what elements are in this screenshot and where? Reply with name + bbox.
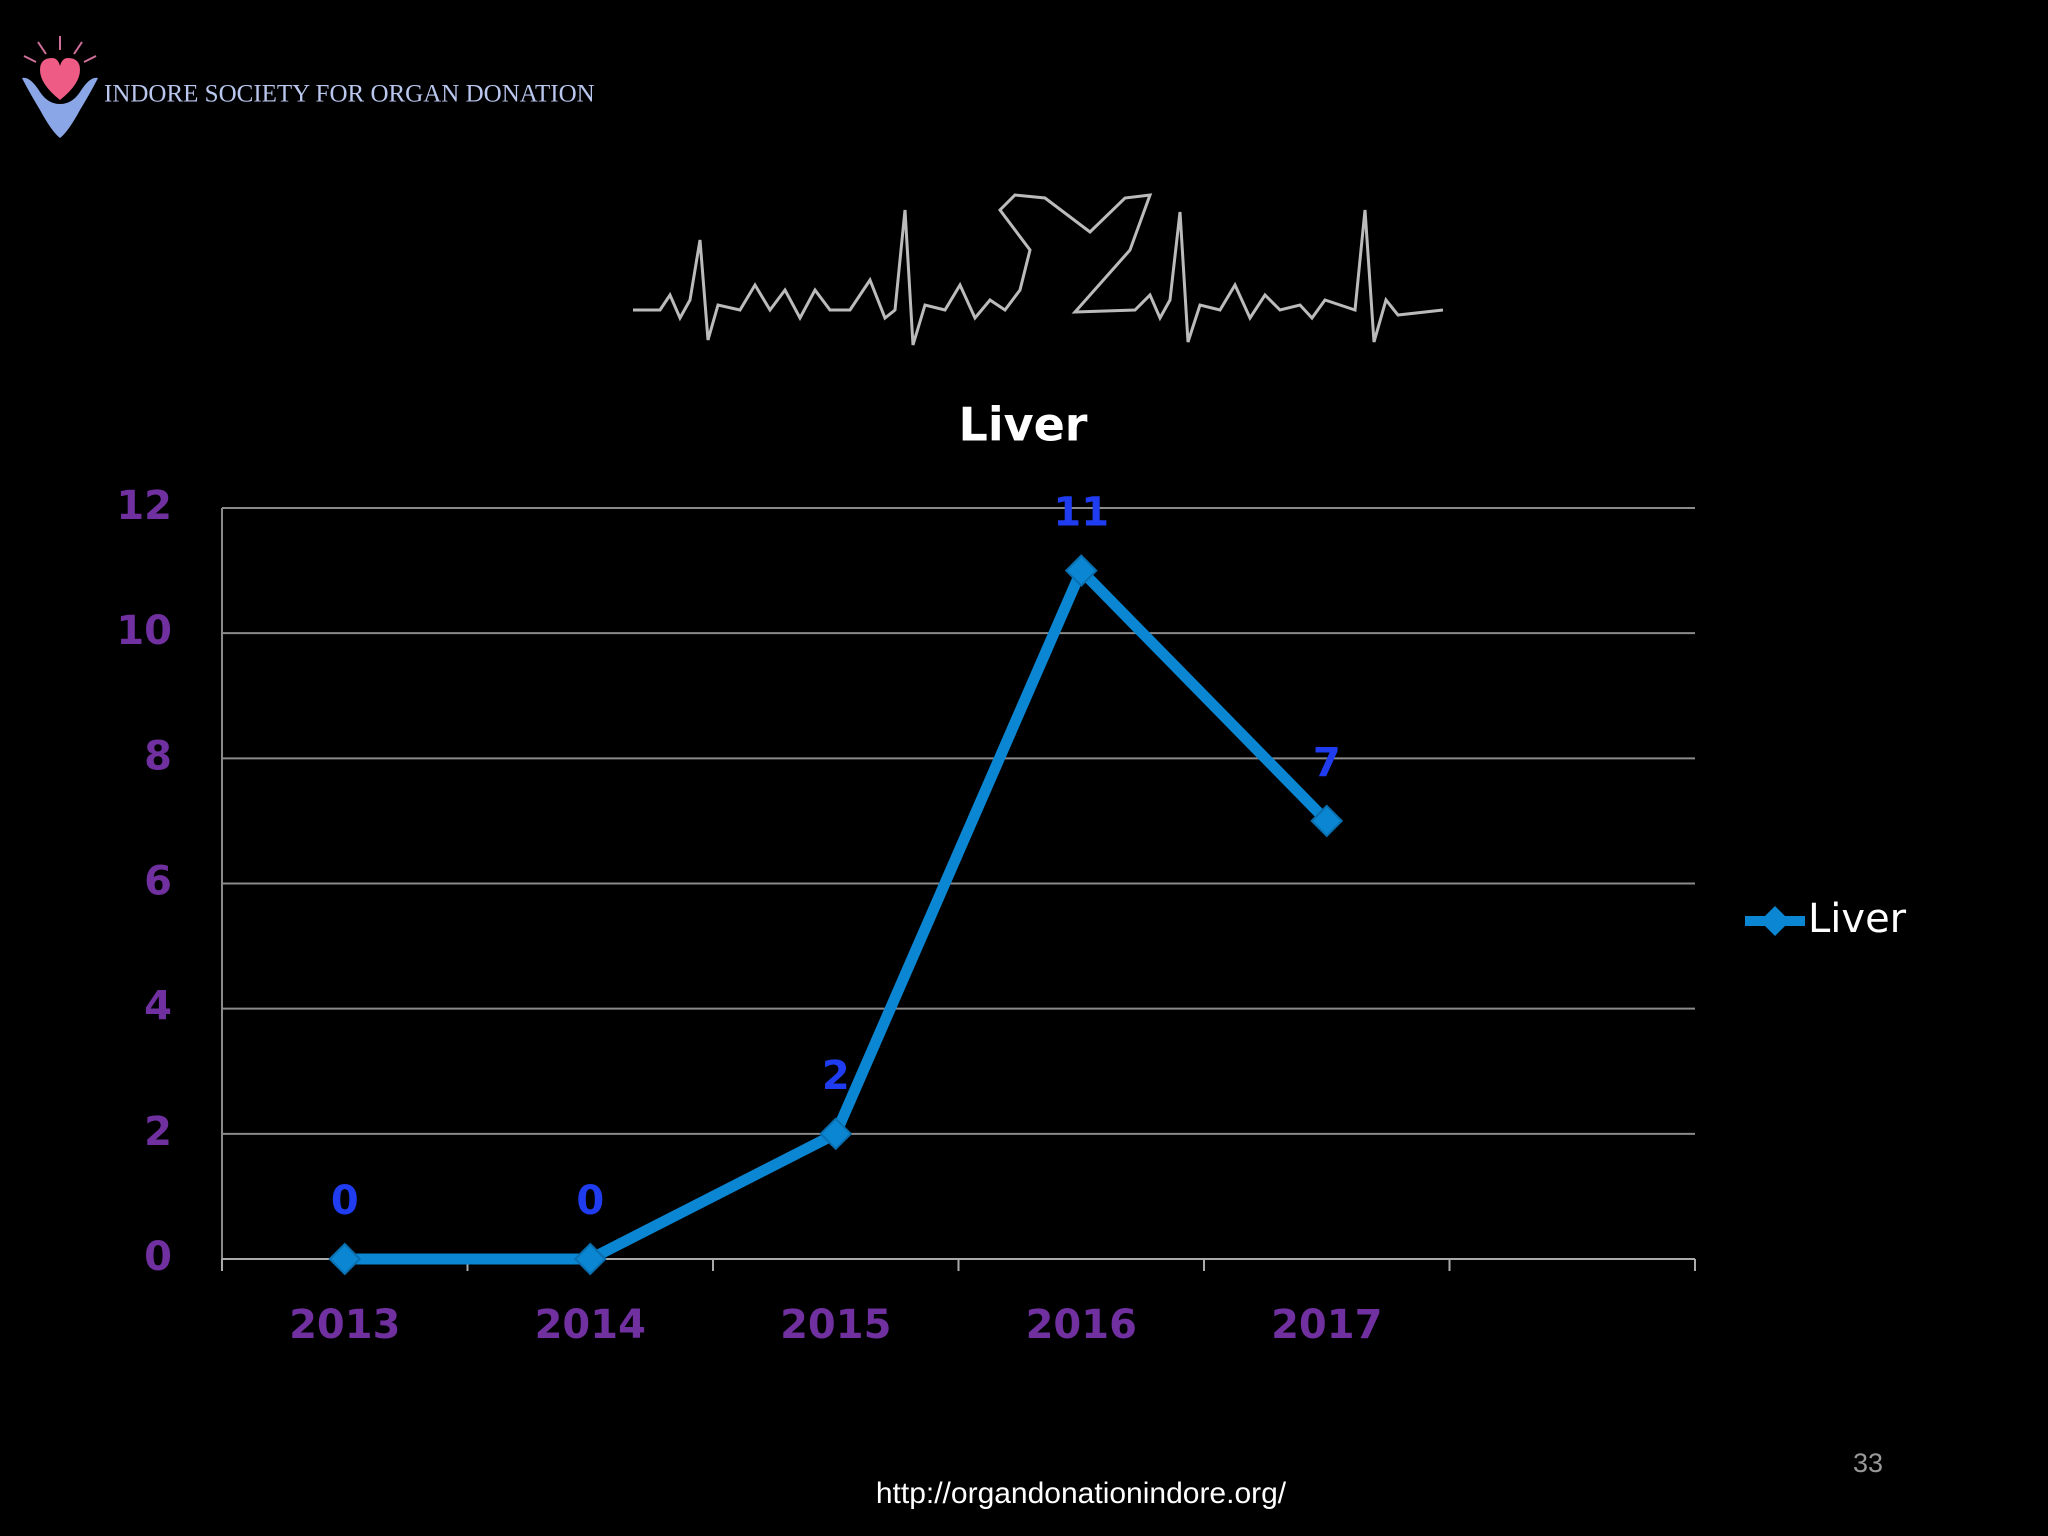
- footer-url: http://organdonationindore.org/: [876, 1477, 1287, 1510]
- y-tick-label: 2: [144, 1109, 172, 1155]
- x-tick-label: 2014: [535, 1302, 646, 1348]
- x-tick-label: 2017: [1271, 1302, 1382, 1348]
- y-tick-label: 10: [116, 608, 172, 654]
- y-tick-label: 8: [144, 733, 172, 779]
- legend-marker: [1760, 906, 1790, 936]
- marker: [1064, 554, 1098, 587]
- data-label: 0: [576, 1178, 604, 1224]
- page-number: 33: [1853, 1448, 1883, 1478]
- logo: [22, 36, 98, 138]
- data-label: 7: [1313, 740, 1341, 786]
- legend-label: Liver: [1808, 896, 1907, 942]
- marker: [328, 1242, 362, 1276]
- data-label: 0: [331, 1178, 359, 1224]
- heartbeat-decoration: [633, 193, 1444, 346]
- x-tick-label: 2013: [289, 1302, 400, 1348]
- marker: [819, 1117, 853, 1151]
- y-tick-label: 12: [116, 483, 172, 529]
- data-label: 2: [822, 1053, 850, 1099]
- chart-title: Liver: [959, 398, 1088, 452]
- x-tick-label: 2016: [1026, 1302, 1137, 1348]
- marker: [1310, 804, 1344, 838]
- y-tick-label: 6: [144, 859, 172, 905]
- x-tick-label: 2015: [780, 1302, 891, 1348]
- y-tick-label: 0: [144, 1234, 172, 1280]
- data-label: 11: [1053, 490, 1109, 536]
- y-tick-label: 4: [144, 984, 172, 1030]
- marker: [573, 1242, 607, 1276]
- header-title: INDORE SOCIETY FOR ORGAN DONATION: [104, 81, 595, 108]
